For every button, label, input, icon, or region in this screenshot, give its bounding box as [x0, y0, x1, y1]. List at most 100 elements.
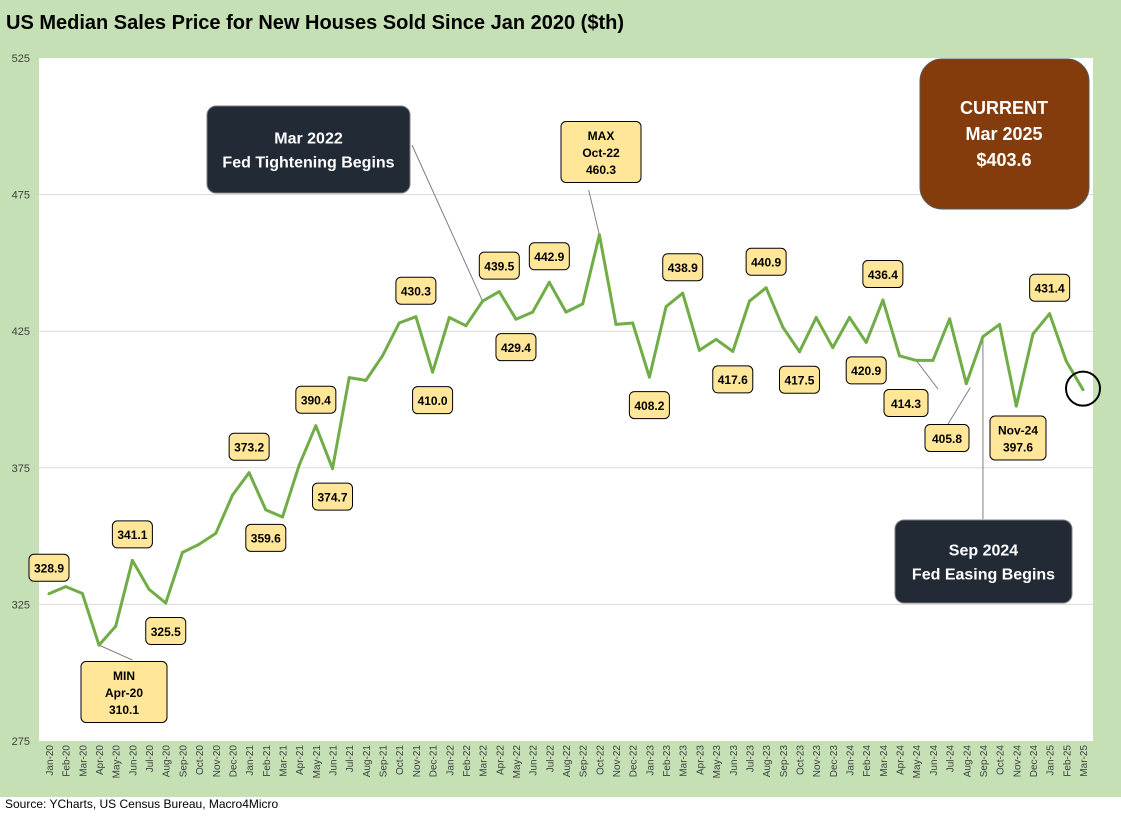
x-tick-label: Dec-21 [429, 745, 440, 778]
x-tick-label: May-21 [312, 745, 323, 779]
x-tick-label: Nov-23 [812, 745, 823, 778]
data-label-text: 374.7 [318, 490, 348, 504]
x-tick-label: May-24 [912, 745, 923, 779]
x-tick-label: Mar-21 [278, 745, 289, 777]
line-chart: 275 325 375 425 475 525 Jan-20 Feb-20 Mar-20 Apr-… [12, 53, 1101, 779]
data-point [747, 299, 751, 303]
x-tick-label: Feb-21 [262, 745, 273, 777]
data-label-box [862, 260, 904, 289]
x-tick-label: Apr-24 [896, 745, 907, 775]
data-point [347, 376, 351, 380]
data-label-text: 439.5 [484, 259, 514, 273]
data-label-text: 436.4 [868, 268, 898, 282]
x-tick-label: Feb-24 [862, 745, 873, 777]
data-point [447, 316, 451, 320]
y-tick-label: 325 [12, 599, 30, 611]
x-tick-label: Feb-22 [462, 745, 473, 777]
x-tick-label: Mar-25 [1079, 745, 1090, 777]
x-tick-label: Jan-23 [645, 745, 656, 776]
data-point [597, 233, 601, 237]
x-tick-label: Jun-20 [128, 745, 139, 776]
data-label-text: 431.4 [1035, 281, 1065, 295]
data-label-text: 430.3 [401, 284, 431, 298]
data-label-text: 325.5 [151, 625, 181, 639]
data-point [581, 302, 585, 306]
data-point [47, 592, 51, 596]
data-point [864, 340, 868, 344]
x-tick-label: Sep-21 [379, 745, 390, 778]
x-tick-label: Feb-20 [62, 745, 73, 777]
data-label-box [111, 520, 153, 549]
data-label-box [712, 365, 754, 394]
data-label-box [845, 356, 887, 385]
data-point [164, 601, 168, 605]
data-label-box [28, 553, 70, 582]
data-label-text: 390.4 [301, 393, 331, 407]
data-point [764, 286, 768, 290]
data-label-box [778, 365, 820, 394]
nov24-callout-box [989, 415, 1047, 461]
data-point [848, 316, 852, 320]
x-tick-label: Apr-20 [95, 745, 106, 775]
data-point [497, 290, 501, 294]
x-tick-label: Feb-25 [1062, 745, 1073, 777]
min-leader-line [98, 644, 133, 661]
may24-callout-text: 414.3 [891, 397, 921, 411]
min-callout-box [80, 661, 168, 723]
data-label-text: 442.9 [534, 250, 564, 264]
x-tick-label: Dec-24 [1029, 745, 1040, 778]
data-point [664, 305, 668, 309]
data-point [197, 542, 201, 546]
data-point [1014, 404, 1018, 408]
x-tick-label: Jan-22 [445, 745, 456, 776]
nov24-callout-text: 397.6 [1003, 440, 1033, 454]
x-tick-label: Jan-20 [45, 745, 56, 776]
x-tick-label: May-22 [512, 745, 523, 779]
x-tick-label: Nov-24 [1012, 745, 1023, 778]
data-point [814, 316, 818, 320]
data-point [998, 322, 1002, 326]
data-label-box [662, 253, 704, 282]
x-tick-label: Mar-22 [479, 745, 490, 777]
x-tick-label: Jun-23 [729, 745, 740, 776]
x-tick-label: Jun-22 [529, 745, 540, 776]
data-point [631, 321, 635, 325]
aug24-callout-text: 405.8 [932, 432, 962, 446]
x-tick-label: Aug-22 [562, 745, 573, 778]
data-label-text: 359.6 [251, 532, 281, 546]
data-point [514, 317, 518, 321]
x-tick-label: Sep-24 [979, 745, 990, 778]
max-callout-box [560, 121, 642, 183]
x-tick-label: Jul-23 [745, 745, 756, 773]
data-point [481, 299, 485, 303]
data-point [230, 493, 234, 497]
data-point [831, 346, 835, 350]
data-label-box [145, 617, 187, 646]
easing-callout-box [894, 519, 1073, 604]
data-label-text: 328.9 [34, 562, 64, 576]
x-tick-label: Sep-23 [779, 745, 790, 778]
data-label-box [745, 247, 787, 276]
easing-callout-text: Sep 2024 [949, 543, 1018, 560]
data-label-text: 408.2 [634, 399, 664, 413]
data-point [180, 550, 184, 554]
y-tick-label: 425 [12, 326, 30, 338]
data-label-text: 410.0 [418, 394, 448, 408]
data-label-text: 429.4 [501, 341, 531, 355]
x-tick-label: Sep-20 [178, 745, 189, 778]
x-tick-label: Oct-21 [395, 745, 406, 775]
max-callout-text: Oct-22 [582, 146, 620, 160]
easing-callout-text: Fed Easing Begins [912, 567, 1055, 584]
x-tick-label: Apr-21 [295, 745, 306, 775]
x-tick-label: Oct-23 [795, 745, 806, 775]
x-tick-label: Jul-24 [946, 745, 957, 773]
data-label-text: 373.2 [234, 440, 264, 454]
data-point [697, 348, 701, 352]
x-tick-label: Jun-21 [329, 745, 340, 776]
data-label-text: 417.5 [784, 373, 814, 387]
tightening-callout-box [206, 105, 411, 194]
data-point [898, 354, 902, 358]
data-point [314, 424, 318, 428]
x-tick-label: Jan-21 [245, 745, 256, 776]
chart-title: US Median Sales Price for New Houses Sol… [6, 12, 624, 34]
